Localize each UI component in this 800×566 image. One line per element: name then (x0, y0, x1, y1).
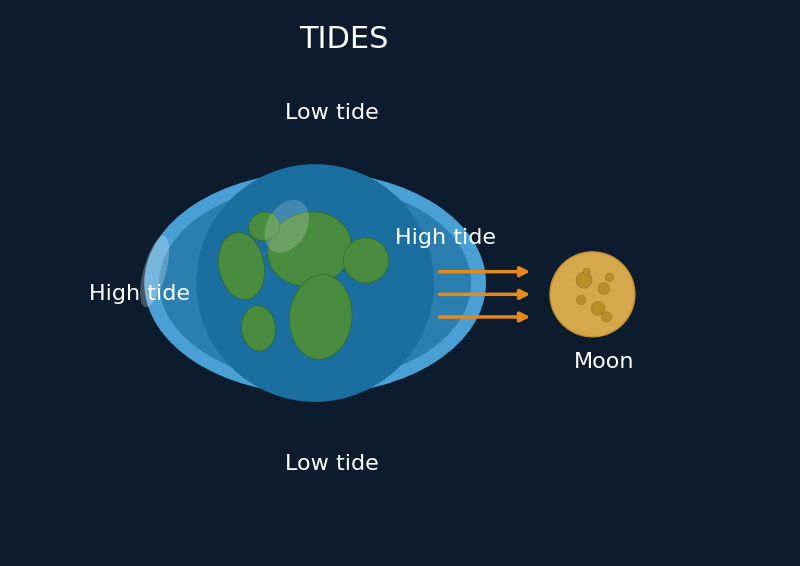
Circle shape (577, 295, 586, 305)
Ellipse shape (218, 233, 265, 299)
Text: Low tide: Low tide (286, 454, 379, 474)
Circle shape (598, 283, 610, 294)
Ellipse shape (159, 184, 471, 382)
Text: Low tide: Low tide (286, 103, 379, 123)
Text: High tide: High tide (394, 228, 496, 248)
Ellipse shape (140, 236, 169, 307)
Circle shape (196, 164, 434, 402)
Ellipse shape (265, 200, 309, 253)
Ellipse shape (144, 172, 486, 394)
Ellipse shape (267, 212, 351, 286)
Text: TIDES: TIDES (298, 25, 388, 54)
Ellipse shape (242, 306, 275, 351)
Circle shape (602, 312, 612, 322)
Circle shape (576, 272, 592, 288)
Circle shape (591, 302, 605, 315)
Circle shape (550, 252, 635, 337)
Text: High tide: High tide (89, 284, 190, 305)
Circle shape (583, 268, 590, 275)
Circle shape (606, 273, 614, 281)
Ellipse shape (343, 238, 389, 283)
Ellipse shape (290, 275, 352, 359)
Text: Moon: Moon (574, 352, 634, 372)
Ellipse shape (249, 212, 280, 241)
